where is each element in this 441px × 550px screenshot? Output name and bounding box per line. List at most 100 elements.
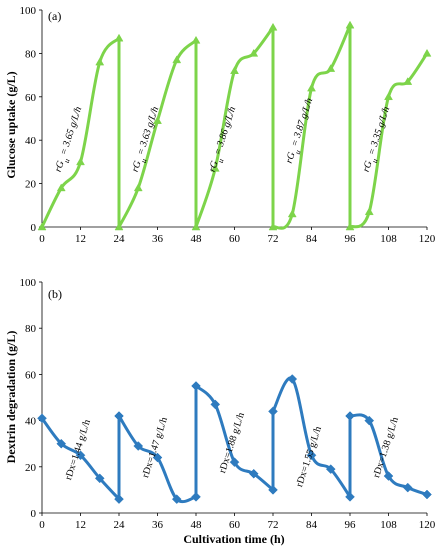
p0-data-point [230,66,239,75]
p1-x-tick-label: 120 [419,519,436,531]
p0-data-point [326,64,336,72]
p1-x-tick-label: 0 [39,519,45,531]
p0-data-point [268,222,278,231]
p1-data-point [422,489,432,500]
p0-y-tick-label: 80 [25,48,37,60]
p0-data-point [56,183,66,192]
p0-cycle-curve-2 [117,38,198,229]
p0-x-tick-label: 24 [114,233,126,245]
p0-data-point [345,222,355,231]
p1-data-point [325,464,336,474]
p0-data-point [95,57,105,66]
p1-data-point [75,450,86,461]
p0-data-point [268,22,278,31]
p1-x-tick-label: 108 [380,519,397,531]
p0-x-tick-label: 12 [75,233,86,245]
p1-data-point [94,473,105,484]
p0-x-tick-label: 108 [380,233,397,245]
p1-data-point [210,399,221,410]
p1-data-point [364,415,375,426]
p0-y-tick-label: 40 [25,135,37,147]
p0-data-point [191,222,201,231]
p1-data-point [191,381,201,391]
p1-y-tick-label: 40 [25,416,37,428]
p0-cycle-curve-4 [271,23,352,230]
p0-data-point [76,157,85,166]
p0-cycle-curve-5 [348,51,429,229]
p1-x-tick-label: 72 [268,519,279,531]
p0-data-point [422,48,432,57]
p1-y-tick-label: 80 [25,323,37,335]
p1-y-tick-label: 60 [25,369,37,381]
p1-rate-annotation-2: rDx=1.47 g/L/h [140,416,170,479]
p0-x-tick-label: 60 [229,233,241,245]
panel-b-ylabel: Dextrin degradation (g/L) [4,331,18,464]
panel-b-xlabel: Cultivation time (h) [183,532,284,546]
p1-y-tick-label: 0 [31,508,37,520]
p1-x-tick-label: 48 [191,519,203,531]
p0-data-point [249,48,259,57]
p1-data-point [306,450,317,461]
p0-rate-annotation-3: rGu = 3.86 g/L/h [207,105,242,174]
dextrin-degradation-panel: (b) Dextrin degradation (g/L) Cultivatio… [4,277,436,546]
p0-data-point [364,207,374,216]
p1-data-point [171,494,182,504]
p0-data-point [307,83,316,92]
p0-cycle-curve-1 [40,36,121,229]
p0-x-tick-label: 96 [345,233,357,245]
p0-data-point [172,55,182,64]
p1-y-tick-label: 20 [25,462,37,474]
panel-b-label: (b) [48,287,62,301]
p1-rate-annotation-1: rDx=1.44 g/L/h [63,418,93,481]
p1-x-tick-label: 12 [75,519,86,531]
panel-a-ylabel: Glucose uptake (g/L) [4,71,18,178]
p0-y-tick-label: 100 [20,5,37,17]
p0-data-point [210,163,220,172]
p1-data-point [133,441,144,451]
p1-x-tick-label: 36 [152,519,164,531]
p1-x-tick-label: 24 [114,519,126,531]
panel-a-label: (a) [48,9,61,23]
p0-data-point [133,183,143,192]
p0-y-tick-label: 60 [25,92,37,104]
p1-data-point [287,374,298,384]
p0-x-tick-label: 36 [152,233,164,245]
p0-data-point [37,222,47,231]
p1-x-tick-label: 60 [229,519,241,531]
p0-cycle-curve-3 [194,25,275,229]
p0-data-point [114,222,124,231]
p0-data-point [153,116,162,124]
p0-data-point [403,77,413,85]
p1-data-point [152,452,163,463]
p0-data-point [287,209,297,218]
p1-data-point [114,494,124,504]
p0-x-tick-label: 0 [39,233,45,245]
p1-data-point [56,438,67,449]
p0-y-tick-label: 20 [25,179,37,191]
p1-data-point [345,491,355,502]
p0-data-point [191,35,201,44]
p1-data-point [268,485,278,495]
p1-data-point [402,482,413,493]
p0-x-tick-label: 72 [268,233,279,245]
p1-data-point [268,406,278,417]
p1-data-point [248,468,259,479]
p1-data-point [229,457,240,468]
p1-data-point [383,471,394,481]
p0-data-point [345,20,355,29]
p1-x-tick-label: 96 [345,519,357,531]
p1-x-tick-label: 84 [306,519,318,531]
p1-data-point [345,411,355,421]
p0-x-tick-label: 48 [191,233,203,245]
p0-data-point [114,33,124,42]
p0-x-tick-label: 120 [419,233,436,245]
p1-data-point [114,411,124,421]
p0-y-tick-label: 0 [31,222,37,234]
p1-data-point [37,413,47,424]
p1-y-tick-label: 100 [20,277,37,289]
p0-x-tick-label: 84 [306,233,318,245]
p1-rate-annotation-4: rDx=1.55 g/L/h [294,425,324,488]
glucose-uptake-panel: (a) Glucose uptake (g/L) 0 20 40 60 80 100 0 12… [4,5,436,245]
p1-data-point [191,491,201,502]
